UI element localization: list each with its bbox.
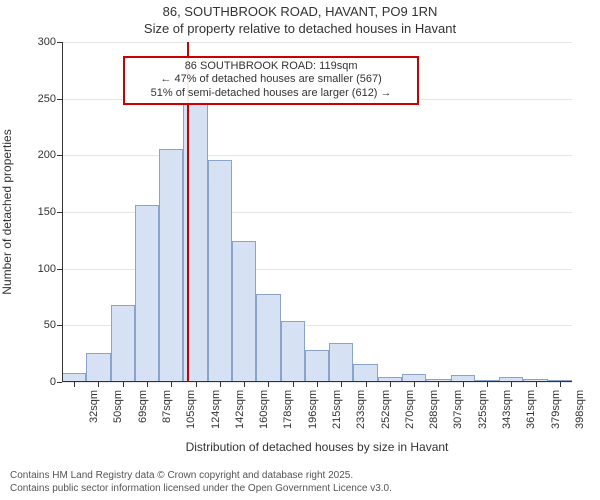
histogram-bar (86, 353, 110, 382)
attribution-line2: Contains public sector information licen… (10, 483, 392, 496)
xtick-mark (268, 382, 269, 387)
chart-title-line2: Size of property relative to detached ho… (0, 21, 600, 38)
xtick-label: 196sqm (301, 390, 319, 429)
histogram-bar (256, 294, 280, 382)
xtick-label: 288sqm (422, 390, 440, 429)
xtick-label: 142sqm (228, 390, 246, 429)
y-axis-line (62, 42, 63, 382)
annotation-line: ← 47% of detached houses are smaller (56… (129, 73, 413, 87)
xtick-mark (487, 382, 488, 387)
xtick-mark (414, 382, 415, 387)
ytick-label: 50 (44, 319, 62, 331)
xtick-label: 178sqm (276, 390, 294, 429)
x-axis-title: Distribution of detached houses by size … (62, 440, 572, 454)
plot-area: 05010015020025030032sqm50sqm69sqm87sqm10… (62, 42, 572, 382)
annotation-line: 86 SOUTHBROOK ROAD: 119sqm (129, 60, 413, 74)
xtick-mark (220, 382, 221, 387)
xtick-label: 325sqm (471, 390, 489, 429)
xtick-label: 160sqm (252, 390, 270, 429)
xtick-label: 307sqm (446, 390, 464, 429)
xtick-label: 32sqm (82, 390, 100, 423)
histogram-bar (353, 364, 377, 382)
xtick-label: 124sqm (204, 390, 222, 429)
xtick-mark (341, 382, 342, 387)
y-axis-title: Number of detached properties (0, 129, 14, 294)
xtick-label: 69sqm (131, 390, 149, 423)
xtick-mark (438, 382, 439, 387)
xtick-label: 233sqm (349, 390, 367, 429)
xtick-label: 361sqm (519, 390, 537, 429)
xtick-mark (560, 382, 561, 387)
xtick-mark (244, 382, 245, 387)
xtick-label: 252sqm (374, 390, 392, 429)
xtick-mark (74, 382, 75, 387)
histogram-bar (281, 321, 305, 382)
xtick-label: 343sqm (495, 390, 513, 429)
histogram-bar (159, 149, 183, 382)
xtick-mark (390, 382, 391, 387)
gridline (62, 155, 572, 156)
xtick-mark (123, 382, 124, 387)
ytick-label: 100 (38, 263, 62, 275)
xtick-label: 379sqm (544, 390, 562, 429)
xtick-mark (293, 382, 294, 387)
xtick-mark (98, 382, 99, 387)
histogram-bar (305, 350, 329, 382)
xtick-label: 87sqm (155, 390, 173, 423)
histogram-bar (208, 160, 232, 382)
ytick-label: 250 (38, 93, 62, 105)
ytick-label: 300 (38, 36, 62, 48)
xtick-mark (196, 382, 197, 387)
xtick-label: 398sqm (568, 390, 586, 429)
annotation-line: 51% of semi-detached houses are larger (… (129, 87, 413, 101)
gridline (62, 42, 572, 43)
chart-titles: 86, SOUTHBROOK ROAD, HAVANT, PO9 1RN Siz… (0, 0, 600, 38)
histogram-bar (329, 343, 353, 382)
xtick-label: 50sqm (106, 390, 124, 423)
ytick-label: 150 (38, 206, 62, 218)
annotation-box: 86 SOUTHBROOK ROAD: 119sqm← 47% of detac… (123, 56, 419, 105)
xtick-mark (511, 382, 512, 387)
histogram-bar (232, 241, 256, 382)
xtick-mark (317, 382, 318, 387)
histogram-bar (135, 205, 159, 382)
xtick-label: 105sqm (179, 390, 197, 429)
xtick-mark (366, 382, 367, 387)
chart-title-line1: 86, SOUTHBROOK ROAD, HAVANT, PO9 1RN (0, 4, 600, 21)
xtick-mark (171, 382, 172, 387)
attribution-block: Contains HM Land Registry data © Crown c… (10, 470, 392, 495)
ytick-label: 200 (38, 149, 62, 161)
histogram-bar (111, 305, 135, 382)
attribution-line1: Contains HM Land Registry data © Crown c… (10, 470, 392, 483)
xtick-mark (463, 382, 464, 387)
x-axis-line (62, 381, 572, 382)
xtick-label: 270sqm (398, 390, 416, 429)
xtick-mark (536, 382, 537, 387)
xtick-label: 215sqm (325, 390, 343, 429)
xtick-mark (147, 382, 148, 387)
ytick-label: 0 (50, 376, 62, 388)
